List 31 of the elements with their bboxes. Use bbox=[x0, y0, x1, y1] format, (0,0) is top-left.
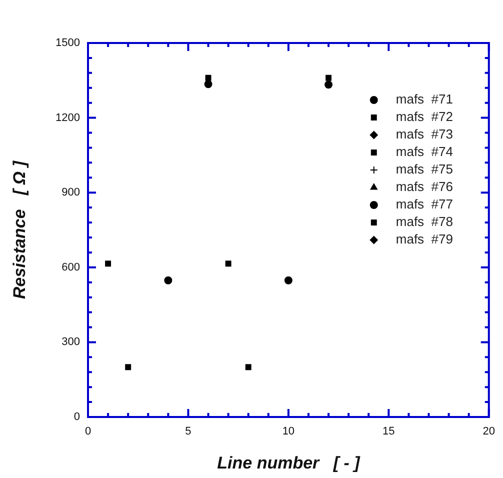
point bbox=[105, 260, 112, 267]
x-tick-label: 10 bbox=[282, 426, 295, 438]
y-tick-label: 600 bbox=[62, 261, 80, 274]
y-axis-title: Resistance [ Ω ] bbox=[10, 160, 29, 299]
point bbox=[326, 74, 332, 81]
y-tick-label: 1500 bbox=[56, 37, 80, 50]
point bbox=[284, 276, 292, 284]
legend-label: mafs #76 bbox=[396, 179, 453, 194]
legend-label: mafs #74 bbox=[396, 144, 453, 160]
point bbox=[125, 364, 132, 370]
y-tick-label: 1200 bbox=[56, 112, 80, 124]
x-axis-title: Line number [ - ] bbox=[217, 453, 362, 472]
x-tick-label: 20 bbox=[482, 426, 496, 438]
x-tick-label: 5 bbox=[185, 426, 192, 438]
x-tick-label: 0 bbox=[84, 426, 92, 438]
legend-label: mafs #72 bbox=[396, 109, 453, 124]
x-tick-label: 15 bbox=[382, 426, 395, 438]
y-tick-label: 0 bbox=[74, 411, 80, 424]
point bbox=[204, 80, 212, 88]
legend-label: mafs #75 bbox=[396, 162, 453, 177]
legend-label: mafs #78 bbox=[396, 214, 453, 230]
point bbox=[245, 364, 252, 370]
legend-label: mafs #73 bbox=[396, 126, 453, 142]
point bbox=[324, 80, 333, 89]
legend-label: mafs #77 bbox=[396, 196, 453, 212]
point bbox=[225, 260, 232, 267]
y-tick-label: 300 bbox=[62, 336, 80, 348]
point bbox=[164, 276, 172, 284]
legend-label: mafs #71 bbox=[396, 92, 453, 107]
y-tick-label: 900 bbox=[62, 186, 80, 199]
legend-label: mafs #79 bbox=[396, 232, 453, 247]
